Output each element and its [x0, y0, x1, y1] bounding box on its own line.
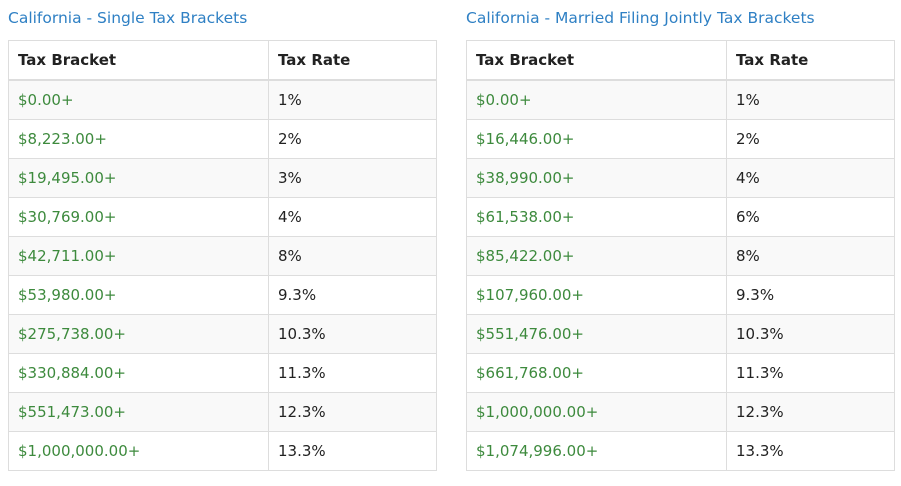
table-header-row: Tax Bracket Tax Rate — [466, 40, 895, 81]
tax-bracket-header: Tax Bracket — [8, 40, 269, 81]
bracket-cell: $0.00+ — [8, 79, 269, 120]
rate-cell: 12.3% — [726, 392, 895, 432]
bracket-cell: $85,422.00+ — [466, 236, 727, 276]
table-row: $61,538.00+ 6% — [466, 197, 895, 237]
single-tax-brackets-panel: California - Single Tax Brackets Tax Bra… — [8, 0, 437, 471]
table-row: $30,769.00+ 4% — [8, 197, 437, 237]
bracket-cell: $551,476.00+ — [466, 314, 727, 354]
rate-cell: 4% — [268, 197, 437, 237]
rate-cell: 13.3% — [268, 431, 437, 471]
table-row: $85,422.00+ 8% — [466, 236, 895, 276]
married-brackets-table: Tax Bracket Tax Rate $0.00+ 1% $16,446.0… — [466, 40, 895, 471]
bracket-cell: $16,446.00+ — [466, 119, 727, 159]
bracket-cell: $38,990.00+ — [466, 158, 727, 198]
rate-cell: 3% — [268, 158, 437, 198]
rate-cell: 2% — [726, 119, 895, 159]
table-row: $661,768.00+ 11.3% — [466, 353, 895, 393]
rate-cell: 1% — [268, 79, 437, 120]
table-row: $1,000,000.00+ 13.3% — [8, 431, 437, 471]
married-brackets-title: California - Married Filing Jointly Tax … — [466, 9, 815, 27]
bracket-cell: $61,538.00+ — [466, 197, 727, 237]
table-row: $53,980.00+ 9.3% — [8, 275, 437, 315]
table-row: $0.00+ 1% — [466, 79, 895, 120]
table-row: $8,223.00+ 2% — [8, 119, 437, 159]
rate-cell: 10.3% — [726, 314, 895, 354]
table-header-row: Tax Bracket Tax Rate — [8, 40, 437, 81]
rate-cell: 1% — [726, 79, 895, 120]
table-row: $551,476.00+ 10.3% — [466, 314, 895, 354]
tax-rate-header: Tax Rate — [726, 40, 895, 81]
bracket-cell: $8,223.00+ — [8, 119, 269, 159]
rate-cell: 10.3% — [268, 314, 437, 354]
rate-cell: 6% — [726, 197, 895, 237]
tax-rate-header: Tax Rate — [268, 40, 437, 81]
rate-cell: 11.3% — [726, 353, 895, 393]
rate-cell: 8% — [726, 236, 895, 276]
rate-cell: 13.3% — [726, 431, 895, 471]
bracket-cell: $107,960.00+ — [466, 275, 727, 315]
rate-cell: 9.3% — [268, 275, 437, 315]
rate-cell: 2% — [268, 119, 437, 159]
rate-cell: 8% — [268, 236, 437, 276]
table-row: $330,884.00+ 11.3% — [8, 353, 437, 393]
table-row: $16,446.00+ 2% — [466, 119, 895, 159]
bracket-cell: $275,738.00+ — [8, 314, 269, 354]
bracket-cell: $42,711.00+ — [8, 236, 269, 276]
table-row: $107,960.00+ 9.3% — [466, 275, 895, 315]
rate-cell: 11.3% — [268, 353, 437, 393]
bracket-cell: $330,884.00+ — [8, 353, 269, 393]
table-row: $1,074,996.00+ 13.3% — [466, 431, 895, 471]
table-row: $42,711.00+ 8% — [8, 236, 437, 276]
bracket-cell: $1,000,000.00+ — [466, 392, 727, 432]
table-row: $19,495.00+ 3% — [8, 158, 437, 198]
bracket-cell: $1,074,996.00+ — [466, 431, 727, 471]
bracket-cell: $53,980.00+ — [8, 275, 269, 315]
tax-bracket-header: Tax Bracket — [466, 40, 727, 81]
bracket-cell: $30,769.00+ — [8, 197, 269, 237]
rate-cell: 4% — [726, 158, 895, 198]
table-row: $551,473.00+ 12.3% — [8, 392, 437, 432]
table-row: $1,000,000.00+ 12.3% — [466, 392, 895, 432]
table-row: $275,738.00+ 10.3% — [8, 314, 437, 354]
bracket-cell: $1,000,000.00+ — [8, 431, 269, 471]
rate-cell: 12.3% — [268, 392, 437, 432]
rate-cell: 9.3% — [726, 275, 895, 315]
bracket-cell: $661,768.00+ — [466, 353, 727, 393]
single-brackets-title: California - Single Tax Brackets — [8, 9, 248, 27]
single-brackets-table: Tax Bracket Tax Rate $0.00+ 1% $8,223.00… — [8, 40, 437, 471]
table-row: $0.00+ 1% — [8, 79, 437, 120]
bracket-cell: $551,473.00+ — [8, 392, 269, 432]
married-filing-jointly-brackets-panel: California - Married Filing Jointly Tax … — [466, 0, 895, 471]
bracket-cell: $19,495.00+ — [8, 158, 269, 198]
bracket-cell: $0.00+ — [466, 79, 727, 120]
table-row: $38,990.00+ 4% — [466, 158, 895, 198]
